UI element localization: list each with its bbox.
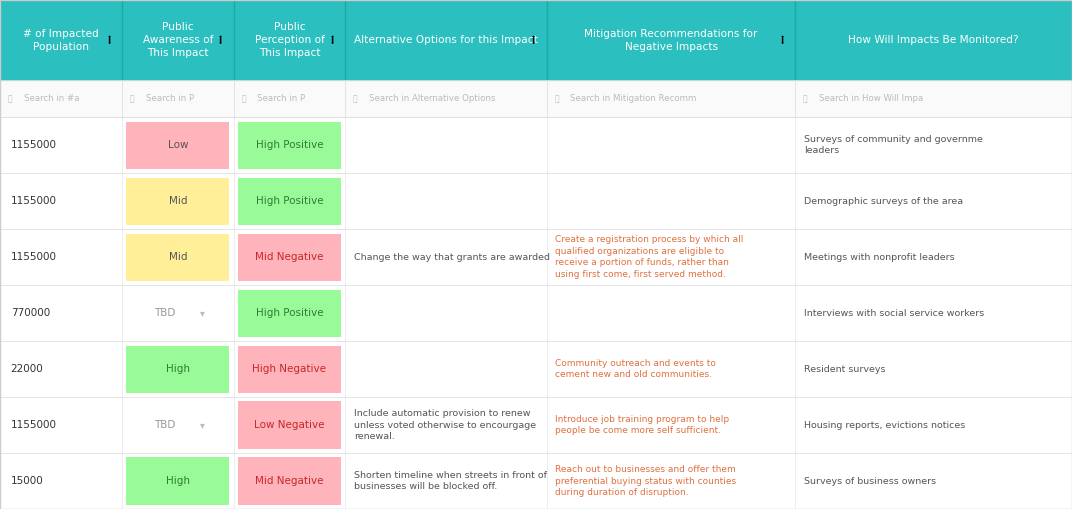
Text: Demographic surveys of the area: Demographic surveys of the area — [804, 196, 963, 206]
Text: 1155000: 1155000 — [11, 420, 57, 430]
Text: Create a registration process by which all
qualified organizations are eligible : Create a registration process by which a… — [555, 235, 744, 279]
Text: Meetings with nonprofit leaders: Meetings with nonprofit leaders — [804, 252, 955, 262]
Bar — [122, 80, 234, 117]
Text: TBD: TBD — [154, 308, 175, 318]
Text: 🔍: 🔍 — [130, 94, 134, 103]
Bar — [547, 0, 795, 80]
Bar — [0, 80, 122, 117]
Text: High Positive: High Positive — [255, 140, 324, 150]
Text: Introduce job training program to help
people be come more self sufficient.: Introduce job training program to help p… — [555, 415, 729, 435]
Text: ⬆
⬇: ⬆ ⬇ — [780, 36, 785, 45]
Text: Search in #a: Search in #a — [24, 94, 79, 103]
Bar — [0, 80, 1072, 117]
Bar — [0, 341, 1072, 397]
Bar — [238, 234, 341, 280]
Bar — [238, 402, 341, 448]
Text: Public
Awareness of
This Impact: Public Awareness of This Impact — [143, 22, 213, 59]
Bar — [126, 458, 229, 504]
Bar — [345, 80, 547, 117]
Text: 🔍: 🔍 — [803, 94, 807, 103]
Text: 🔍: 🔍 — [241, 94, 245, 103]
Text: Surveys of business owners: Surveys of business owners — [804, 476, 936, 486]
Text: High Positive: High Positive — [255, 308, 324, 318]
Bar — [126, 122, 229, 168]
Text: Low Negative: Low Negative — [254, 420, 325, 430]
Bar — [126, 346, 229, 392]
Text: Resident surveys: Resident surveys — [804, 364, 885, 374]
Text: ▾: ▾ — [200, 308, 205, 318]
Text: 22000: 22000 — [11, 364, 44, 374]
Text: Mid: Mid — [168, 252, 188, 262]
Bar — [0, 173, 1072, 229]
Bar — [126, 234, 229, 280]
Text: Community outreach and events to
cement new and old communities.: Community outreach and events to cement … — [555, 359, 716, 379]
Text: Reach out to businesses and offer them
preferential buying status with counties
: Reach out to businesses and offer them p… — [555, 465, 736, 497]
Bar — [234, 0, 345, 80]
Text: 770000: 770000 — [11, 308, 50, 318]
Bar — [126, 178, 229, 224]
Text: ⬆
⬇: ⬆ ⬇ — [219, 36, 223, 45]
Bar — [0, 0, 122, 80]
Text: Housing reports, evictions notices: Housing reports, evictions notices — [804, 420, 965, 430]
Text: Search in Alternative Options: Search in Alternative Options — [369, 94, 495, 103]
Text: Change the way that grants are awarded: Change the way that grants are awarded — [354, 252, 550, 262]
Text: ▾: ▾ — [200, 420, 205, 430]
Text: Mitigation Recommendations for
Negative Impacts: Mitigation Recommendations for Negative … — [584, 29, 758, 52]
Bar — [795, 80, 1072, 117]
Text: Alternative Options for this Impact: Alternative Options for this Impact — [354, 35, 538, 45]
Bar — [238, 178, 341, 224]
Text: Mid Negative: Mid Negative — [255, 252, 324, 262]
Text: High Positive: High Positive — [255, 196, 324, 206]
Bar — [238, 122, 341, 168]
Text: 1155000: 1155000 — [11, 252, 57, 262]
Bar — [547, 80, 795, 117]
Text: Public
Perception of
This Impact: Public Perception of This Impact — [254, 22, 325, 59]
Text: 1155000: 1155000 — [11, 196, 57, 206]
Text: 🔍: 🔍 — [8, 94, 12, 103]
Text: 1155000: 1155000 — [11, 140, 57, 150]
Text: Mid: Mid — [168, 196, 188, 206]
Text: Search in How Will Impa: Search in How Will Impa — [819, 94, 923, 103]
Bar — [0, 229, 1072, 285]
Text: Shorten timeline when streets in front of
businesses will be blocked off.: Shorten timeline when streets in front o… — [354, 471, 547, 491]
Bar — [122, 0, 234, 80]
Text: 🔍: 🔍 — [353, 94, 357, 103]
Text: How Will Impacts Be Monitored?: How Will Impacts Be Monitored? — [848, 35, 1019, 45]
Text: Search in Mitigation Recomm: Search in Mitigation Recomm — [570, 94, 697, 103]
Text: 🔍: 🔍 — [554, 94, 559, 103]
Text: High: High — [166, 476, 190, 486]
Text: Interviews with social service workers: Interviews with social service workers — [804, 308, 984, 318]
Text: # of Impacted
Population: # of Impacted Population — [24, 29, 99, 52]
Bar — [234, 80, 345, 117]
Bar — [238, 458, 341, 504]
Text: ⬆
⬇: ⬆ ⬇ — [107, 36, 111, 45]
Bar — [238, 346, 341, 392]
Bar — [345, 0, 547, 80]
Text: ⬆
⬇: ⬆ ⬇ — [532, 36, 536, 45]
Text: High Negative: High Negative — [252, 364, 327, 374]
Text: High: High — [166, 364, 190, 374]
Text: Mid Negative: Mid Negative — [255, 476, 324, 486]
Text: TBD: TBD — [154, 420, 175, 430]
Text: Search in P: Search in P — [146, 94, 194, 103]
Text: Surveys of community and governme
leaders: Surveys of community and governme leader… — [804, 135, 983, 155]
Text: Low: Low — [167, 140, 189, 150]
Text: 15000: 15000 — [11, 476, 44, 486]
Text: Include automatic provision to renew
unless voted otherwise to encourgage
renewa: Include automatic provision to renew unl… — [354, 409, 536, 441]
Bar — [795, 0, 1072, 80]
Bar — [238, 290, 341, 336]
Bar — [0, 117, 1072, 173]
Text: ⬆
⬇: ⬆ ⬇ — [330, 36, 334, 45]
Bar — [0, 397, 1072, 453]
Bar — [0, 453, 1072, 509]
Text: Search in P: Search in P — [257, 94, 306, 103]
Bar — [0, 285, 1072, 341]
